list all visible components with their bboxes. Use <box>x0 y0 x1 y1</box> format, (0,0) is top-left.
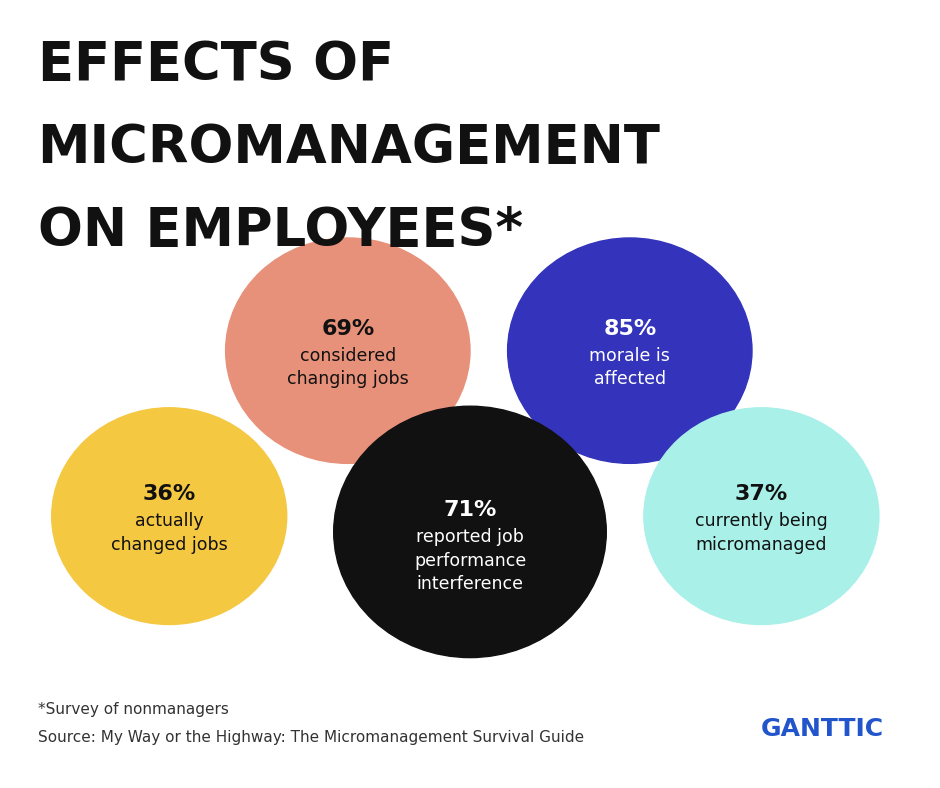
Text: 69%: 69% <box>321 318 374 339</box>
Text: 37%: 37% <box>735 484 788 504</box>
Text: considered
changing jobs: considered changing jobs <box>287 347 409 388</box>
Text: GANTTIC: GANTTIC <box>760 717 884 741</box>
Text: 71%: 71% <box>444 500 496 520</box>
Text: actually
changed jobs: actually changed jobs <box>111 512 227 554</box>
Text: EFFECTS OF: EFFECTS OF <box>38 39 394 91</box>
Ellipse shape <box>52 408 287 625</box>
Text: MICROMANAGEMENT: MICROMANAGEMENT <box>38 122 661 174</box>
Text: 36%: 36% <box>143 484 196 504</box>
Ellipse shape <box>644 408 879 625</box>
Text: currently being
micromanaged: currently being micromanaged <box>695 512 828 554</box>
Ellipse shape <box>508 238 752 463</box>
Text: *Survey of nonmanagers: *Survey of nonmanagers <box>38 702 228 717</box>
Ellipse shape <box>334 407 606 657</box>
Text: 85%: 85% <box>603 318 656 339</box>
Text: ON EMPLOYEES*: ON EMPLOYEES* <box>38 205 523 257</box>
Text: reported job
performance
interference: reported job performance interference <box>414 528 526 593</box>
Text: Source: My Way or the Highway: The Micromanagement Survival Guide: Source: My Way or the Highway: The Micro… <box>38 730 584 745</box>
Text: morale is
affected: morale is affected <box>589 347 670 388</box>
Ellipse shape <box>226 238 470 463</box>
